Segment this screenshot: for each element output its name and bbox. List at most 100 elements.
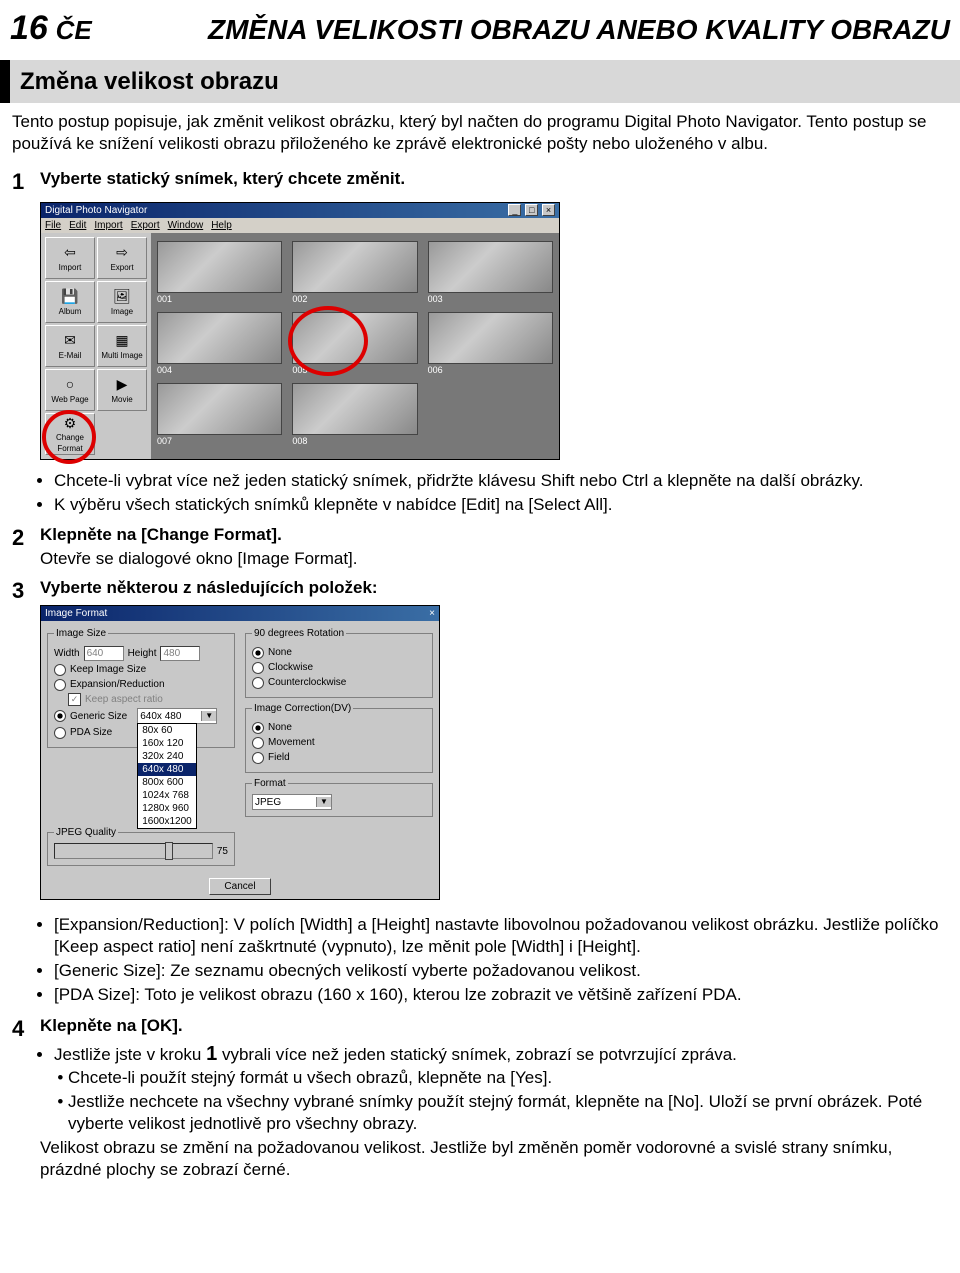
step-4: 4 Klepněte na [OK]. Jestliže jste v krok… <box>12 1015 948 1182</box>
size-option[interactable]: 1024x 768 <box>138 789 196 802</box>
list-item: Chcete-li použít stejný formát u všech o… <box>68 1067 948 1089</box>
lang-code: ČE <box>56 15 92 45</box>
height-input[interactable]: 480 <box>160 646 200 661</box>
close-icon[interactable]: × <box>542 204 555 216</box>
size-option[interactable]: 160x 120 <box>138 737 196 750</box>
size-option[interactable]: 1280x 960 <box>138 802 196 815</box>
expansion-radio[interactable]: Expansion/Reduction <box>54 678 228 691</box>
tool-label: Change Format <box>46 433 94 454</box>
dialog-titlebar: Image Format × <box>41 606 439 621</box>
generic-size-options[interactable]: 80x 60160x 120320x 240640x 480800x 60010… <box>137 723 197 829</box>
menu-item[interactable]: Edit <box>69 220 86 231</box>
export-icon: ⇨ <box>116 243 128 261</box>
tool-button-movie[interactable]: ▶ Movie <box>97 369 147 411</box>
rotation-none-radio[interactable]: None <box>252 646 426 659</box>
tool-button-e-mail[interactable]: ✉E-Mail <box>45 325 95 367</box>
intro-paragraph: Tento postup popisuje, jak změnit veliko… <box>0 111 960 161</box>
width-input[interactable]: 640 <box>84 646 124 661</box>
thumbnail[interactable]: 002 <box>292 241 417 306</box>
tool-button-import[interactable]: ⇦Import <box>45 237 95 279</box>
image-size-group: Image Size Width 640 Height 480 Keep Ima… <box>47 627 235 748</box>
thumbnail-label: 007 <box>157 436 282 448</box>
menu-item[interactable]: Export <box>131 220 160 231</box>
thumbnail[interactable]: 001 <box>157 241 282 306</box>
tool-label: E-Mail <box>59 351 82 361</box>
step-3-notes: [Expansion/Reduction]: V polích [Width] … <box>12 910 948 1008</box>
thumbnail-label: 004 <box>157 365 282 377</box>
tool-panel: ⇦Import ⇨ Export 💾 Album 🖼 Image ✉E-Mail▦Multi … <box>41 233 151 459</box>
thumbnail-label: 002 <box>292 294 417 306</box>
format-dropdown[interactable]: JPEG <box>252 794 332 810</box>
tool-button-change-format[interactable]: ⚙Change Format <box>45 413 95 455</box>
minimize-icon[interactable]: _ <box>508 204 521 216</box>
generic-size-radio[interactable]: Generic Size 640x 480 80x 60160x 120320x… <box>54 708 228 724</box>
step-text: Otevře se dialogové okno [Image Format]. <box>40 548 948 570</box>
menubar[interactable]: File Edit Import Export Window Help <box>41 218 559 233</box>
menu-item[interactable]: Window <box>168 220 204 231</box>
maximize-icon[interactable]: □ <box>525 204 538 216</box>
group-legend: Image Correction(DV) <box>252 702 353 715</box>
thumbnail[interactable]: 005 <box>292 312 417 377</box>
rotation-cw-radio[interactable]: Clockwise <box>252 661 426 674</box>
keep-image-size-radio[interactable]: Keep Image Size <box>54 663 228 676</box>
cancel-button[interactable]: Cancel <box>209 878 270 895</box>
tool-button-web-page[interactable]: ○Web Page <box>45 369 95 411</box>
app-screenshot: Digital Photo Navigator _ □ × File Edit Im… <box>40 202 948 460</box>
list-item: Chcete-li vybrat více než jeden statický… <box>54 470 948 492</box>
change-format-icon: ⚙ <box>64 414 77 432</box>
group-legend: 90 degrees Rotation <box>252 627 346 640</box>
thumbnail-image <box>292 312 417 364</box>
tool-button-album[interactable]: 💾 Album <box>45 281 95 323</box>
size-option[interactable]: 320x 240 <box>138 750 196 763</box>
window-controls[interactable]: _ □ × <box>507 204 555 217</box>
thumbnail[interactable]: 008 <box>292 383 417 448</box>
web-page-icon: ○ <box>66 375 74 393</box>
thumbnail-label: 005 <box>292 365 417 377</box>
close-icon[interactable]: × <box>429 608 435 619</box>
menu-item[interactable]: Help <box>211 220 232 231</box>
size-option[interactable]: 1600x1200 <box>138 815 196 828</box>
tool-label: Export <box>110 263 133 273</box>
tool-button-image[interactable]: 🖼 Image <box>97 281 147 323</box>
image-icon: 🖼 <box>113 287 131 305</box>
tool-button-export[interactable]: ⇨ Export <box>97 237 147 279</box>
movie-icon: ▶ <box>117 375 128 393</box>
generic-size-dropdown[interactable]: 640x 480 <box>137 708 217 724</box>
thumbnail-label: 008 <box>292 436 417 448</box>
page-header: 16 ČE ZMĚNA VELIKOSTI OBRAZU ANEBO KVALI… <box>0 0 960 52</box>
thumbnail[interactable]: 006 <box>428 312 553 377</box>
list-item: [Expansion/Reduction]: V polích [Width] … <box>54 914 948 958</box>
menu-item[interactable]: Import <box>94 220 122 231</box>
step-number: 4 <box>12 1015 40 1182</box>
correction-field-radio[interactable]: Field <box>252 751 426 764</box>
page-number-block: 16 ČE <box>10 6 92 50</box>
menu-item[interactable]: File <box>45 220 61 231</box>
size-option[interactable]: 800x 600 <box>138 776 196 789</box>
tool-label: Image <box>111 307 133 317</box>
rotation-ccw-radio[interactable]: Counterclockwise <box>252 676 426 689</box>
tool-button-multi-image[interactable]: ▦Multi Image <box>97 325 147 367</box>
titlebar: Digital Photo Navigator _ □ × <box>41 203 559 218</box>
list-item: [Generic Size]: Ze seznamu obecných veli… <box>54 960 948 982</box>
size-option[interactable]: 80x 60 <box>138 724 196 737</box>
tool-label: Movie <box>111 395 132 405</box>
step-1: 1 Vyberte statický snímek, který chcete … <box>12 168 948 197</box>
thumbnail[interactable]: 004 <box>157 312 282 377</box>
size-option[interactable]: 640x 480 <box>138 763 196 776</box>
list-item: K výběru všech statických snímků klepnět… <box>54 494 948 516</box>
correction-movement-radio[interactable]: Movement <box>252 736 426 749</box>
section-heading-bar: Změna velikost obrazu <box>0 60 960 103</box>
album-icon: 💾 <box>61 287 78 305</box>
thumbnail[interactable]: 003 <box>428 241 553 306</box>
step-4-tail: Velikost obrazu se změní na požadovanou … <box>40 1137 948 1181</box>
step-number: 1 <box>12 168 40 197</box>
thumbnail[interactable]: 007 <box>157 383 282 448</box>
keep-aspect-checkbox[interactable]: Keep aspect ratio <box>68 693 228 706</box>
jpeg-slider[interactable] <box>54 843 213 859</box>
rotation-group: 90 degrees Rotation None Clockwise Count… <box>245 627 433 698</box>
thumbnail-label: 006 <box>428 365 553 377</box>
tool-label: Album <box>59 307 82 317</box>
step-title: Klepněte na [Change Format]. <box>40 524 948 546</box>
correction-none-radio[interactable]: None <box>252 721 426 734</box>
format-group: Format JPEG <box>245 777 433 817</box>
